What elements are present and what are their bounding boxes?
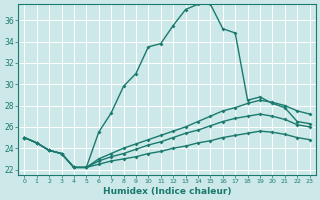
X-axis label: Humidex (Indice chaleur): Humidex (Indice chaleur) [103, 187, 231, 196]
